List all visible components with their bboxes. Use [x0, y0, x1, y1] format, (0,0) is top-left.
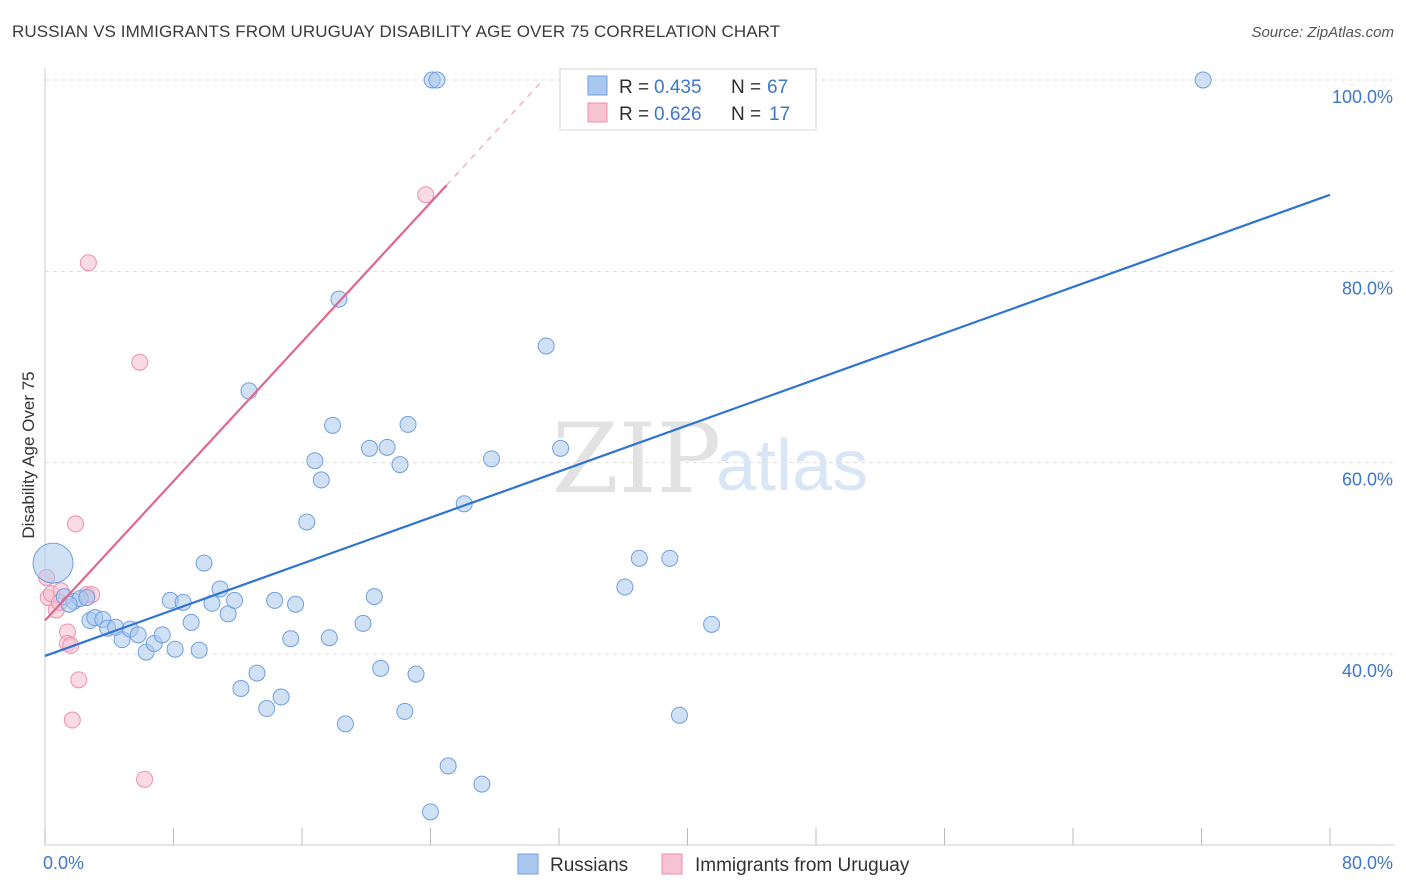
- watermark-atlas: atlas: [716, 426, 868, 506]
- russians-point: [428, 71, 446, 89]
- y-tick-labels: 40.0% 60.0% 80.0% 100.0%: [1332, 87, 1393, 681]
- legend-r-value-2: 0.626: [654, 104, 702, 125]
- russians-point: [391, 456, 409, 474]
- russians-point: [670, 706, 688, 724]
- x-tick-labels: 0.0% 80.0%: [43, 853, 1393, 873]
- legend-r-label-2: R =: [619, 104, 649, 125]
- uruguay-point: [70, 671, 88, 689]
- uruguay-point: [136, 770, 154, 788]
- legend-r-value-1: 0.435: [654, 77, 702, 98]
- russians-point: [282, 630, 300, 648]
- uruguay-trendline-extension: [446, 79, 544, 186]
- legend-swatch-blue: [587, 75, 608, 96]
- russians-point: [320, 629, 338, 647]
- series-legend: Russians Immigrants from Uruguay: [517, 853, 910, 876]
- russians-point: [195, 554, 213, 572]
- series-legend-russians: Russians: [550, 855, 628, 876]
- russians-point: [336, 715, 354, 733]
- legend-n-value-2: 17: [769, 104, 790, 125]
- russians-point: [248, 664, 266, 682]
- russians-point: [330, 290, 348, 308]
- russians-point: [240, 382, 258, 400]
- russians-point: [407, 665, 425, 683]
- russians-point: [60, 595, 78, 613]
- watermark-zip: ZIP: [552, 403, 721, 515]
- russians-point: [378, 438, 396, 456]
- uruguay-point: [62, 636, 80, 654]
- series-legend-swatch-russians: [517, 853, 539, 875]
- russians-point: [483, 450, 501, 468]
- russians-point: [190, 641, 208, 659]
- russians-point: [396, 702, 414, 720]
- russians-point: [78, 589, 96, 607]
- russians-point: [422, 803, 439, 821]
- y-tick-label: 60.0%: [1342, 470, 1393, 490]
- uruguay-points: [38, 186, 435, 788]
- russians-point: [365, 588, 383, 606]
- russians-point: [354, 614, 372, 632]
- russians-point: [266, 591, 284, 609]
- russians-point: [182, 613, 200, 631]
- russians-point: [226, 591, 244, 609]
- russians-point: [298, 513, 316, 531]
- russians-point: [372, 659, 390, 677]
- russians-point: [32, 542, 74, 584]
- russians-point: [439, 757, 457, 775]
- russians-point: [360, 439, 378, 457]
- trendlines: [44, 79, 1331, 657]
- source-label: Source: ZipAtlas.com: [1251, 24, 1394, 41]
- uruguay-trendline: [44, 184, 448, 622]
- legend-n-label-2: N =: [731, 104, 761, 125]
- russians-point: [272, 688, 290, 706]
- y-tick-label: 100.0%: [1332, 87, 1393, 107]
- legend-n-label-1: N =: [731, 77, 761, 98]
- russians-point: [630, 549, 648, 567]
- legend-swatch-pink: [587, 102, 608, 123]
- legend-n-value-1: 67: [767, 77, 788, 98]
- x-tick-label: 0.0%: [43, 853, 84, 873]
- x-tick-label: 80.0%: [1342, 853, 1393, 873]
- russians-point: [166, 640, 184, 658]
- russians-point: [324, 416, 342, 434]
- russians-point: [552, 439, 570, 457]
- russians-point: [661, 549, 679, 567]
- russians-point: [703, 615, 721, 633]
- russians-point: [129, 626, 147, 644]
- russians-point: [616, 578, 634, 596]
- series-legend-uruguay: Immigrants from Uruguay: [695, 855, 910, 876]
- russians-point: [537, 337, 555, 355]
- russians-point: [211, 580, 229, 598]
- russians-point: [1194, 71, 1212, 89]
- stats-legend: R = 0.435 N = 67 R = 0.626 N = 17: [559, 68, 817, 131]
- uruguay-point: [131, 353, 149, 371]
- uruguay-point: [63, 711, 81, 729]
- russians-trendline: [44, 193, 1331, 657]
- russians-point: [287, 595, 305, 613]
- legend-r-label-1: R =: [619, 77, 649, 98]
- grid: [45, 79, 1395, 655]
- axes: [44, 68, 1395, 846]
- russians-point: [258, 700, 276, 718]
- russians-point: [399, 415, 417, 433]
- watermark: ZIP atlas: [552, 403, 868, 515]
- uruguay-point: [79, 254, 97, 272]
- russians-point: [306, 452, 324, 470]
- russians-point: [153, 626, 171, 644]
- y-axis-label: Disability Age Over 75: [19, 371, 38, 538]
- series-legend-swatch-uruguay: [661, 853, 683, 875]
- russians-point: [312, 471, 330, 489]
- y-tick-label: 80.0%: [1342, 278, 1393, 298]
- russians-points: [32, 71, 1212, 821]
- uruguay-point: [67, 515, 85, 533]
- uruguay-point: [417, 186, 435, 204]
- y-tick-label: 40.0%: [1342, 661, 1393, 681]
- russians-point: [473, 775, 491, 793]
- chart-title: RUSSIAN VS IMMIGRANTS FROM URUGUAY DISAB…: [12, 22, 781, 41]
- russians-point: [232, 679, 250, 697]
